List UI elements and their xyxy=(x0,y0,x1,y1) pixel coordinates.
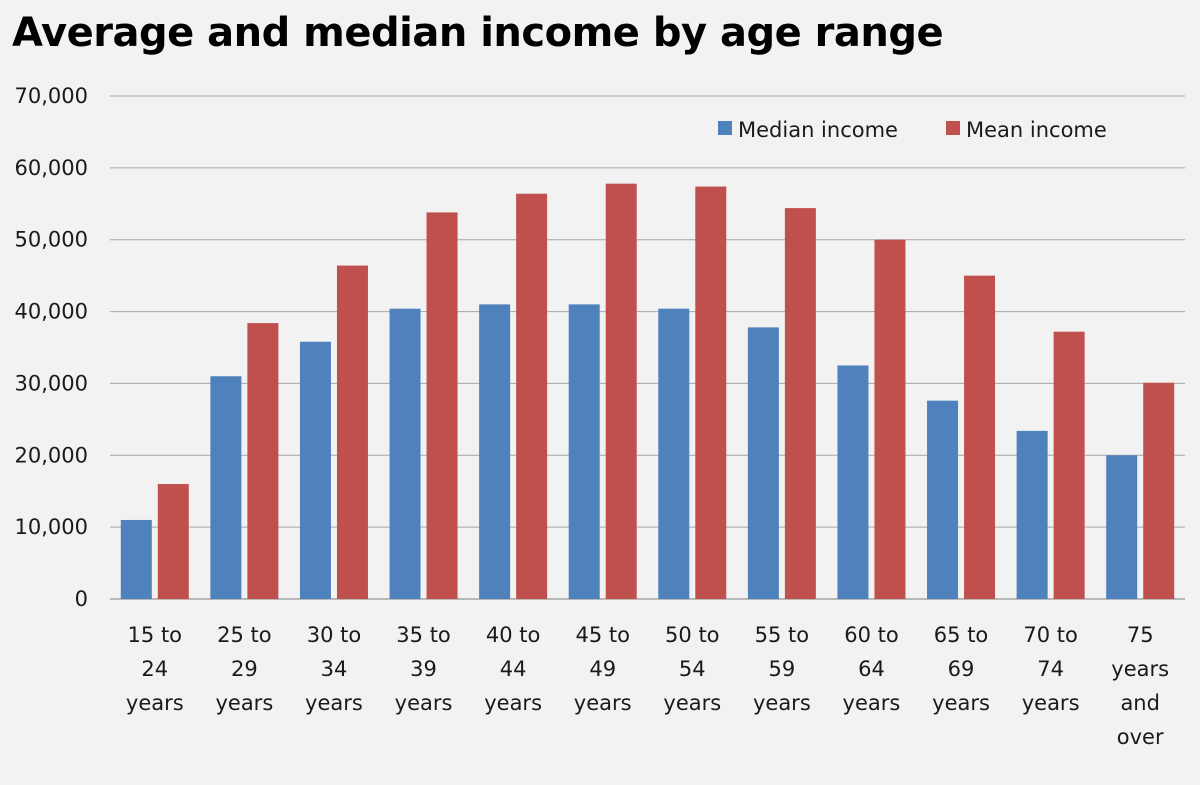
x-tick-label: years xyxy=(395,691,453,715)
bar-median-income xyxy=(747,327,779,599)
legend-label: Mean income xyxy=(966,118,1107,142)
x-tick-label: years xyxy=(932,691,990,715)
x-tick-label: 39 xyxy=(410,657,437,681)
x-tick-label: 49 xyxy=(589,657,616,681)
x-tick-label: 65 to xyxy=(934,623,988,647)
bar-median-income xyxy=(210,376,242,599)
bar-median-income xyxy=(927,400,959,599)
x-tick-label: over xyxy=(1117,725,1164,749)
bar-median-income xyxy=(299,341,331,599)
legend-swatch xyxy=(946,121,960,135)
gridlines xyxy=(110,95,1185,600)
x-tick-label: 50 to xyxy=(665,623,719,647)
x-tick-label: 45 to xyxy=(575,623,629,647)
x-tick-label: years xyxy=(843,691,901,715)
bar-mean-income xyxy=(157,484,189,599)
bar-mean-income xyxy=(784,208,816,599)
bar-median-income xyxy=(837,365,869,599)
y-tick-label: 0 xyxy=(75,587,88,611)
bar-median-income xyxy=(1106,455,1138,599)
y-tick-label: 60,000 xyxy=(15,156,88,180)
bar-median-income xyxy=(120,519,152,599)
legend-label: Median income xyxy=(738,118,898,142)
x-tick-label: 70 to xyxy=(1023,623,1077,647)
x-tick-label: years xyxy=(663,691,721,715)
x-tick-label: years xyxy=(215,691,273,715)
bar-mean-income xyxy=(874,239,906,599)
x-tick-label: years xyxy=(484,691,542,715)
x-tick-label: 44 xyxy=(500,657,527,681)
x-tick-label: years xyxy=(126,691,184,715)
chart-title: Average and median income by age range xyxy=(12,10,944,56)
x-tick-label: 55 to xyxy=(755,623,809,647)
x-tick-label: years xyxy=(574,691,632,715)
bar-mean-income xyxy=(1143,382,1175,599)
y-tick-label: 10,000 xyxy=(15,515,88,539)
y-tick-label: 50,000 xyxy=(15,228,88,252)
x-tick-label: 29 xyxy=(231,657,258,681)
y-tick-label: 30,000 xyxy=(15,371,88,395)
y-axis-ticks: 0 10,000 20,000 30,000 40,000 50,000 60,000 70,… xyxy=(15,84,88,611)
x-tick-label: 34 xyxy=(321,657,348,681)
legend-swatch xyxy=(718,121,732,135)
bar-mean-income xyxy=(1053,331,1085,599)
x-tick-label: 60 to xyxy=(844,623,898,647)
y-tick-label: 20,000 xyxy=(15,443,88,467)
x-tick-label: 54 xyxy=(679,657,706,681)
y-tick-label: 70,000 xyxy=(15,84,88,108)
x-tick-label: 15 to xyxy=(128,623,182,647)
y-tick-label: 40,000 xyxy=(15,300,88,324)
x-tick-label: and xyxy=(1120,691,1160,715)
bar-mean-income xyxy=(426,212,458,599)
x-tick-label: 59 xyxy=(769,657,796,681)
bar-median-income xyxy=(479,304,511,599)
x-tick-label: 35 to xyxy=(396,623,450,647)
bar-median-income xyxy=(568,304,600,599)
bar-median-income xyxy=(389,308,421,599)
x-tick-label: years xyxy=(753,691,811,715)
bar-mean-income xyxy=(605,183,637,599)
x-tick-label: 25 to xyxy=(217,623,271,647)
legend: Median income Mean income xyxy=(718,118,1107,142)
bar-median-income xyxy=(1016,430,1048,599)
x-axis-labels: 15 to 24 years 25 to 29 years 30 to 34 years 35 t… xyxy=(126,623,1169,749)
x-tick-label: 40 to xyxy=(486,623,540,647)
x-tick-label: 69 xyxy=(948,657,975,681)
bar-mean-income xyxy=(695,186,727,600)
x-tick-label: 30 to xyxy=(307,623,361,647)
bars xyxy=(120,183,1175,600)
bar-mean-income xyxy=(964,275,996,599)
x-tick-label: 75 xyxy=(1127,623,1154,647)
x-tick-label: years xyxy=(1111,657,1169,681)
x-tick-label: 24 xyxy=(141,657,168,681)
bar-mean-income xyxy=(336,265,368,599)
bar-median-income xyxy=(658,308,690,599)
x-tick-label: 64 xyxy=(858,657,885,681)
x-tick-label: 74 xyxy=(1037,657,1064,681)
x-tick-label: years xyxy=(1022,691,1080,715)
bar-mean-income xyxy=(247,323,279,599)
bar-mean-income xyxy=(516,193,548,599)
x-tick-label: years xyxy=(305,691,363,715)
